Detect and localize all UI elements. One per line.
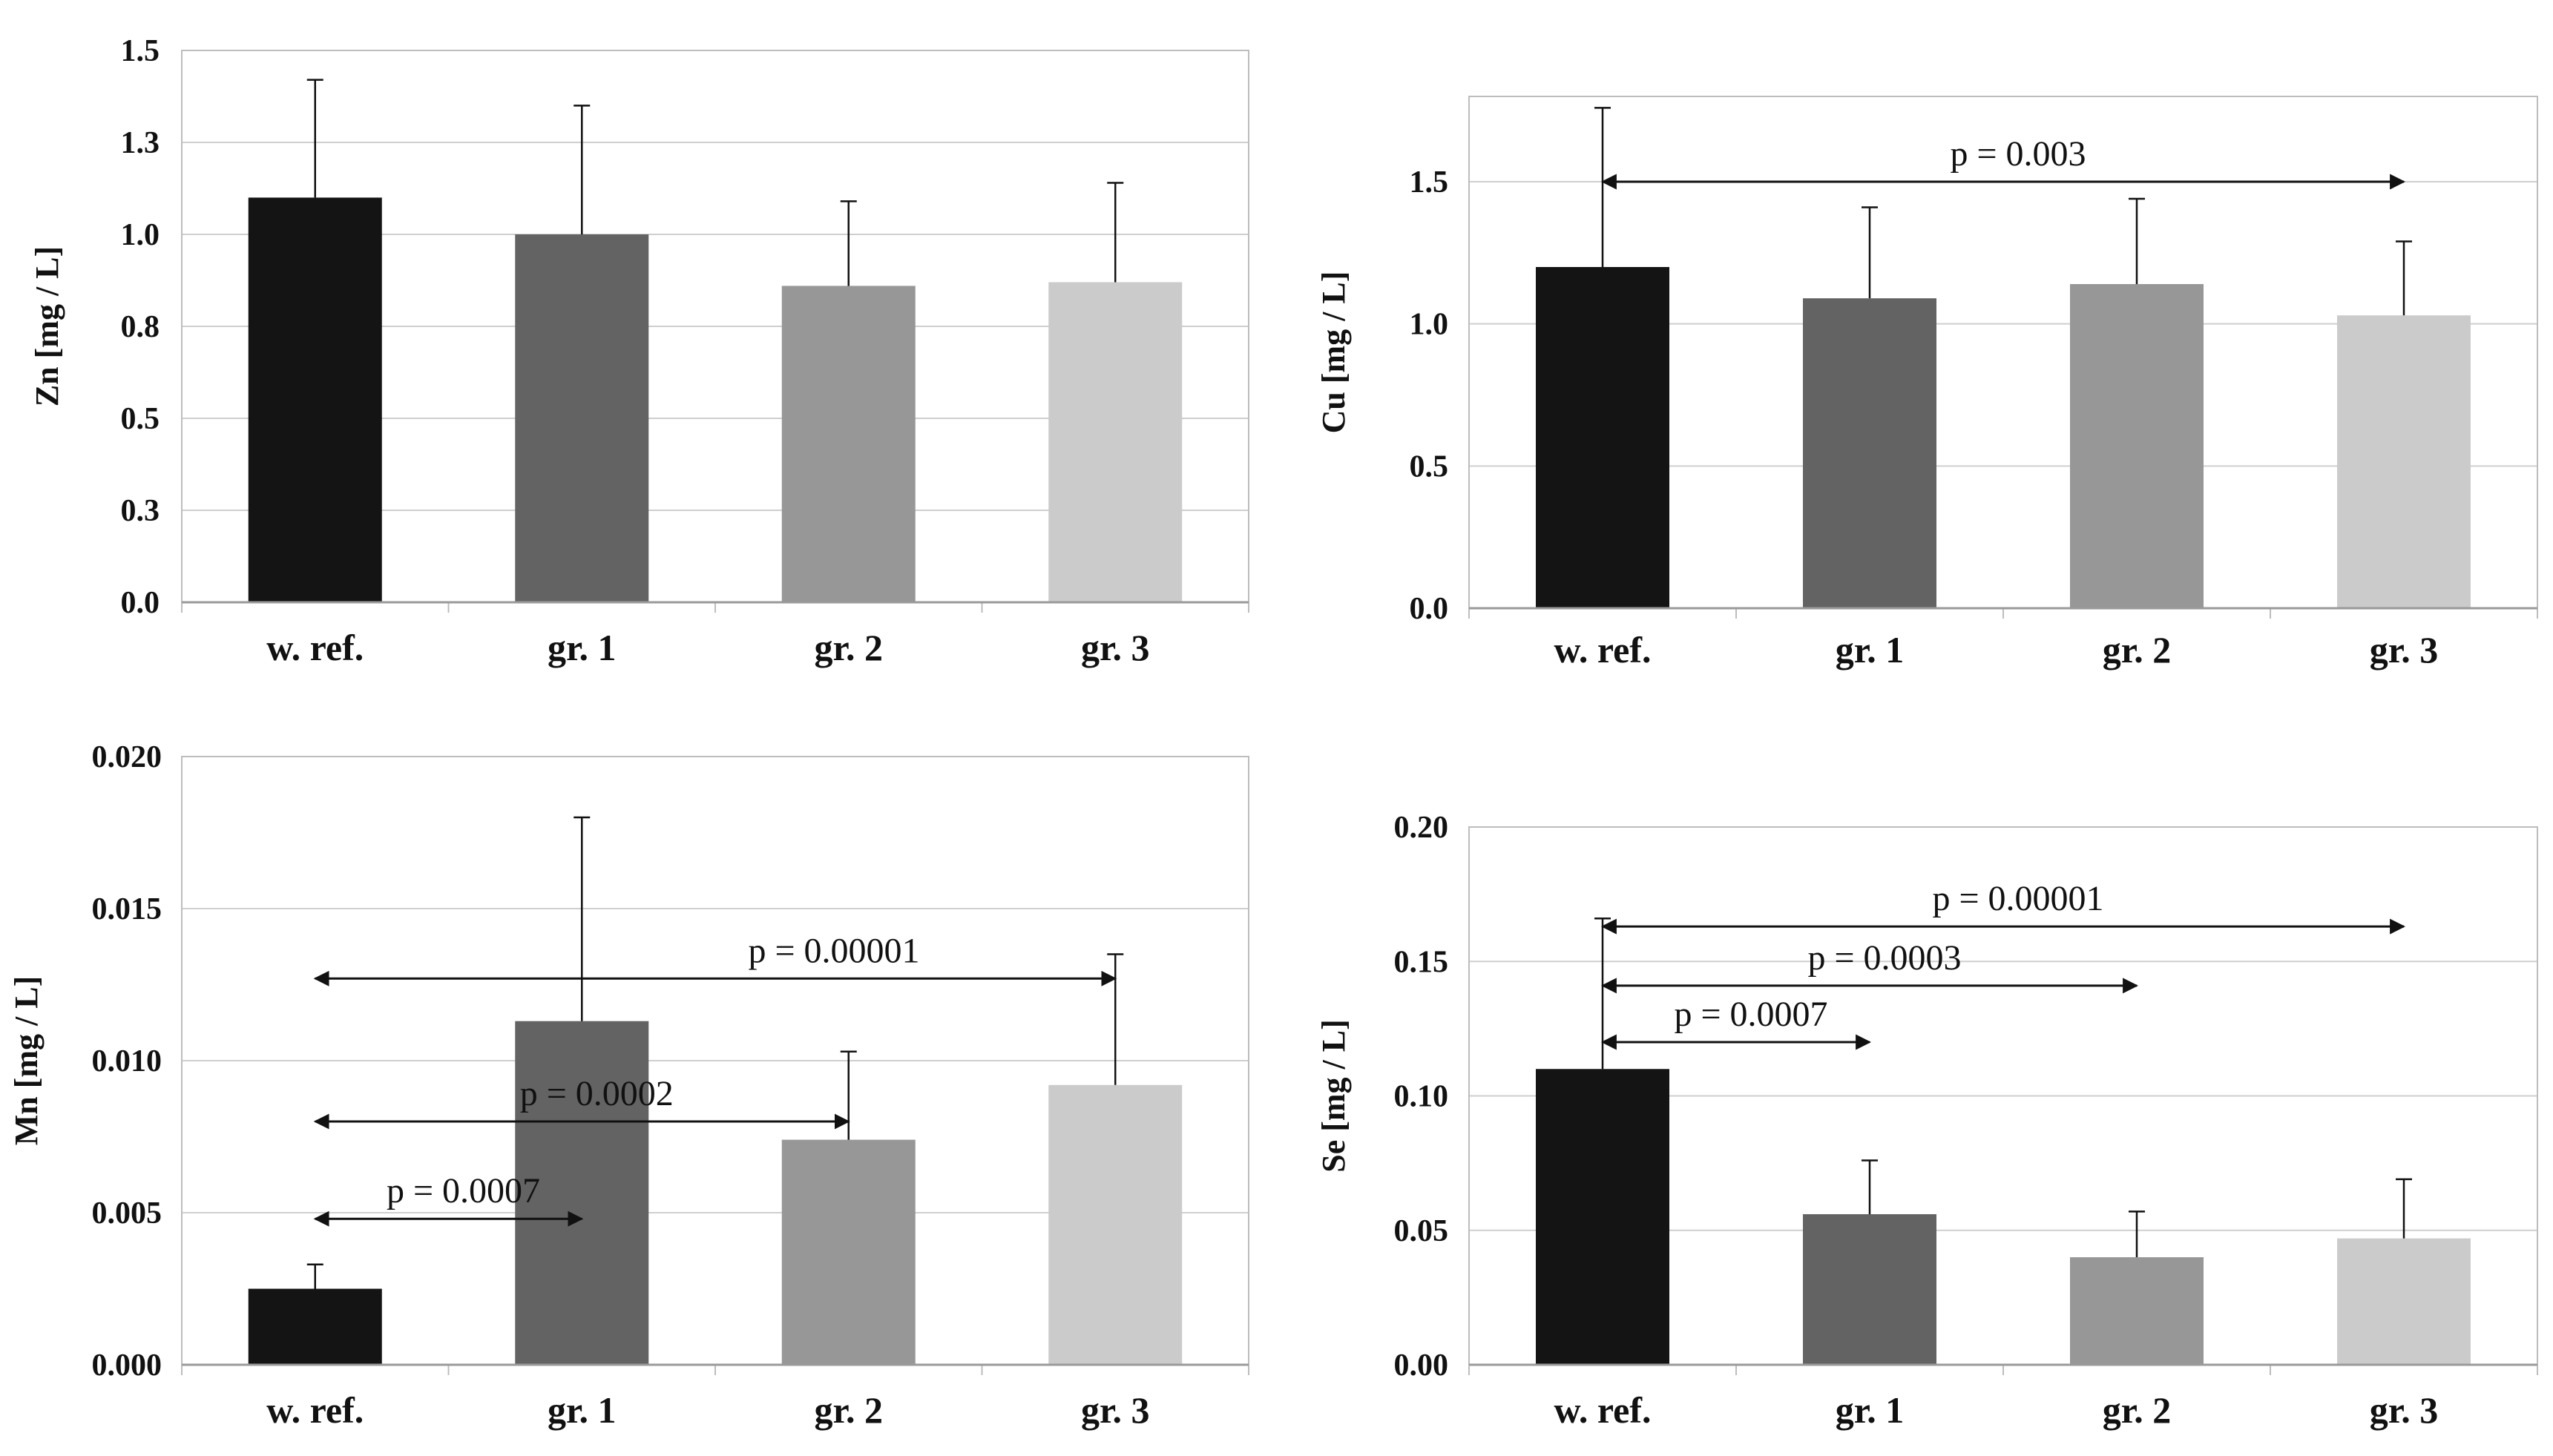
p-value-label: p = 0.003 [1950, 134, 2086, 174]
zn-chart: 0.0 0.3 0.5 0.8 1.0 1.3 1.5 w. ref. gr. 1 gr. 2 gr… [29, 34, 1249, 668]
p-value-label: p = 0.00001 [1932, 879, 2103, 918]
bar-zn-2 [515, 234, 649, 602]
y-tick-label: 0.010 [92, 1044, 162, 1078]
y-tick-label: 1.5 [121, 34, 160, 68]
category-label: gr. 1 [1836, 1389, 1905, 1431]
p-value-label: p = 0.0007 [387, 1171, 540, 1210]
y-tick-label: 0.8 [121, 310, 160, 344]
se-chart: 0.00 0.05 0.10 0.15 0.20 w. ref. gr. 1 gr. 2 gr.… [1315, 811, 2538, 1431]
category-label: gr. 3 [2370, 629, 2439, 671]
y-tick-label: 0.20 [1394, 811, 1449, 845]
y-tick-label: 1.5 [1410, 165, 1449, 200]
y-tick-label: 0.3 [121, 494, 160, 528]
bar-cu-2 [1803, 298, 1936, 608]
category-label: gr. 2 [2103, 1389, 2172, 1431]
y-tick-label: 0.05 [1394, 1214, 1449, 1248]
y-tick-label: 0.15 [1394, 945, 1449, 979]
y-tick-label: 0.005 [92, 1196, 162, 1231]
y-tick-label: 0.0 [1410, 592, 1449, 626]
category-label: gr. 2 [814, 627, 883, 668]
bar-se-3 [2070, 1257, 2204, 1365]
y-tick-label: 0.10 [1394, 1080, 1449, 1114]
category-label: gr. 1 [548, 627, 617, 668]
y-axis-title: Mn [mg / L] [8, 976, 45, 1146]
p-value-label: p = 0.0007 [1674, 995, 1827, 1034]
bar-se-4 [2337, 1238, 2471, 1365]
y-tick-label: 0.020 [92, 740, 162, 774]
y-axis-title: Cu [mg / L] [1315, 271, 1352, 434]
p-value-label: p = 0.00001 [748, 931, 919, 970]
bar-mn-3 [781, 1139, 916, 1365]
category-label: gr. 1 [548, 1389, 617, 1431]
y-axis-title: Zn [mg / L] [29, 246, 65, 406]
y-axis-title: Se [mg / L] [1315, 1019, 1352, 1173]
bar-zn-4 [1048, 282, 1183, 602]
category-label: gr. 3 [1081, 627, 1150, 668]
y-tick-label: 0.0 [121, 586, 160, 620]
y-tick-label: 1.0 [121, 218, 160, 252]
category-label: gr. 2 [2103, 629, 2172, 671]
bar-zn-3 [781, 286, 916, 602]
y-tick-label: 1.0 [1410, 308, 1449, 342]
y-tick-label: 0.5 [1410, 449, 1449, 484]
category-label: gr. 1 [1836, 629, 1905, 671]
category-label: w. ref. [266, 627, 364, 668]
y-tick-label: 0.015 [92, 892, 162, 926]
category-label: gr. 3 [1081, 1389, 1150, 1431]
category-label: w. ref. [1554, 1389, 1652, 1431]
p-value-label: p = 0.0002 [520, 1074, 674, 1113]
bar-mn-1 [248, 1288, 382, 1365]
cu-chart: 0.0 0.5 1.0 1.5 w. ref. gr. 1 gr. 2 gr. 3 Cu [mg… [1315, 96, 2538, 671]
bar-cu-3 [2070, 284, 2204, 608]
y-tick-label: 0.00 [1394, 1348, 1449, 1383]
bar-cu-4 [2337, 315, 2471, 608]
bar-cu-1 [1536, 267, 1669, 608]
y-tick-label: 0.000 [92, 1348, 162, 1383]
bar-mn-4 [1048, 1084, 1183, 1365]
bar-zn-1 [248, 197, 382, 602]
mn-chart: 0.000 0.005 0.010 0.015 0.020 w. ref. gr. 1 gr.… [8, 740, 1249, 1431]
p-value-label: p = 0.0003 [1807, 938, 1961, 978]
y-tick-label: 1.3 [121, 126, 160, 160]
bar-mn-2 [515, 1021, 649, 1365]
bar-se-2 [1803, 1214, 1936, 1365]
bar-se-1 [1536, 1069, 1669, 1365]
category-label: gr. 2 [814, 1389, 883, 1431]
category-label: w. ref. [266, 1389, 364, 1431]
category-label: w. ref. [1554, 629, 1652, 671]
y-tick-label: 0.5 [121, 402, 160, 436]
category-label: gr. 3 [2370, 1389, 2439, 1431]
